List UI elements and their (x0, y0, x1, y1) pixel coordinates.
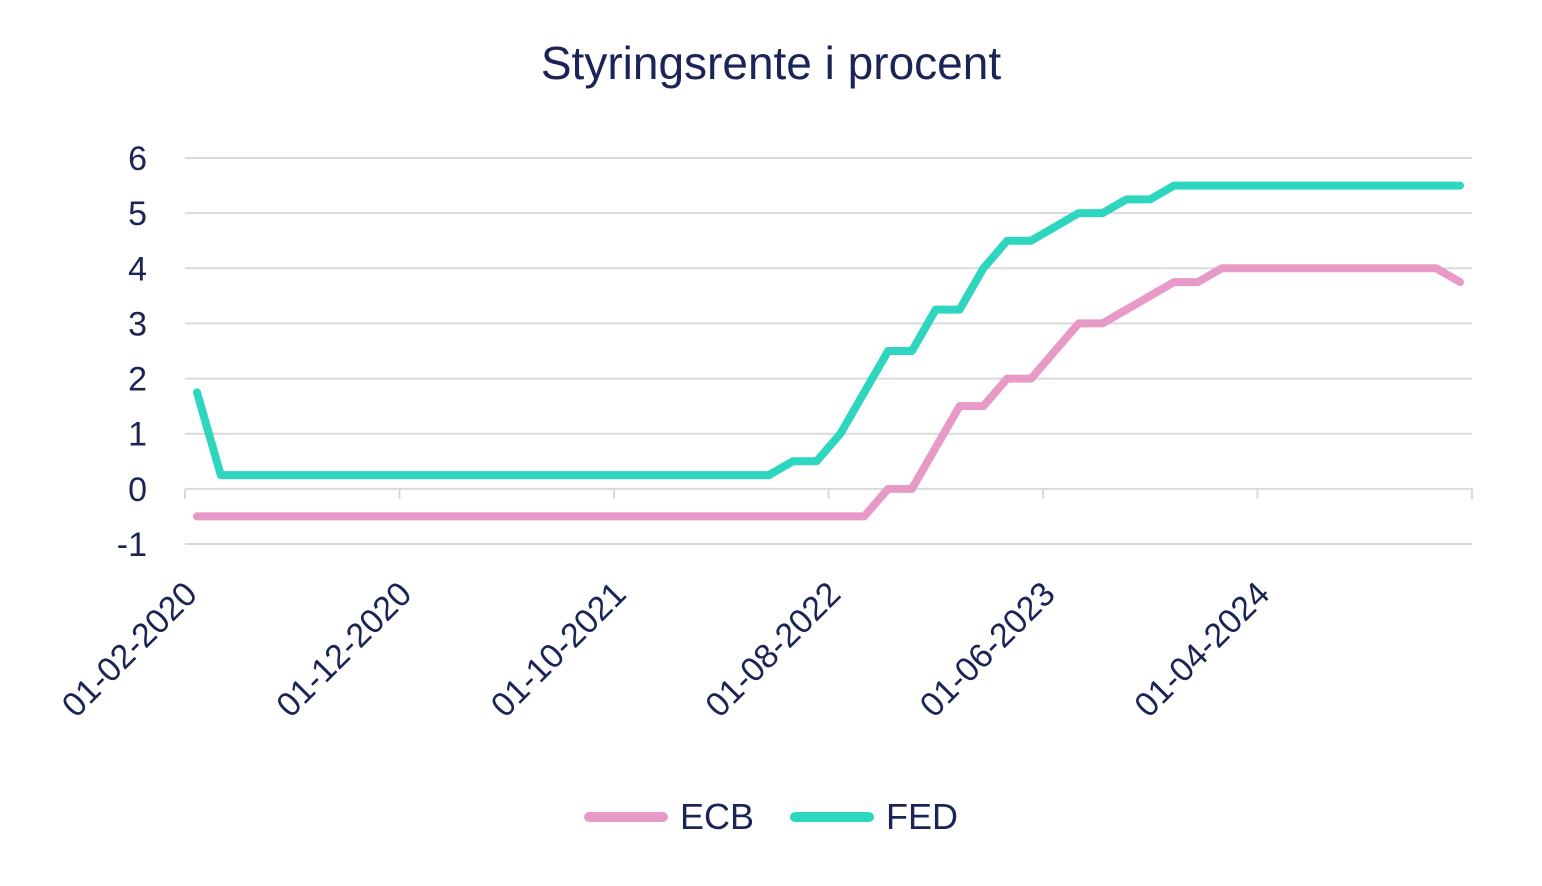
y-tick-label-4: 3 (128, 305, 147, 343)
x-tick-label-0: 01-02-2020 (55, 575, 205, 725)
series-line-fed (193, 181, 1464, 480)
legend-item-fed: FED (790, 796, 958, 838)
legend-label-fed: FED (886, 796, 959, 837)
y-tick-label-6: 5 (128, 195, 147, 233)
legend: ECB FED (0, 796, 1542, 838)
x-tick-label-2: 01-10-2021 (484, 575, 634, 725)
x-axis: 01-02-2020 01-12-2020 01-10-2021 01-08-2022… (55, 488, 1473, 725)
y-tick-label-1: 0 (128, 471, 147, 509)
y-tick-label-7: 6 (128, 140, 147, 178)
legend-swatch-ecb (583, 812, 668, 822)
legend-label-ecb: ECB (679, 796, 755, 837)
y-tick-label-2: 1 (128, 416, 147, 454)
legend-item-ecb: ECB (583, 796, 755, 838)
legend-swatch-fed (790, 812, 875, 822)
y-tick-label-5: 4 (128, 250, 147, 288)
y-tick-label-0: -1 (117, 526, 147, 564)
y-tick-label-3: 2 (128, 361, 147, 399)
y-axis: -1 0 1 2 3 4 5 6 (117, 140, 147, 564)
series-line-ecb (193, 264, 1464, 521)
series-lines (193, 181, 1464, 521)
x-tick-label-1: 01-12-2020 (269, 575, 419, 725)
grid-lines (185, 157, 1472, 545)
x-tick-label-4: 01-06-2023 (913, 575, 1063, 725)
chart-title: Styringsrente i procent (540, 37, 1002, 89)
x-tick-label-5: 01-04-2024 (1127, 575, 1277, 725)
x-tick-label-3: 01-08-2022 (698, 575, 848, 725)
